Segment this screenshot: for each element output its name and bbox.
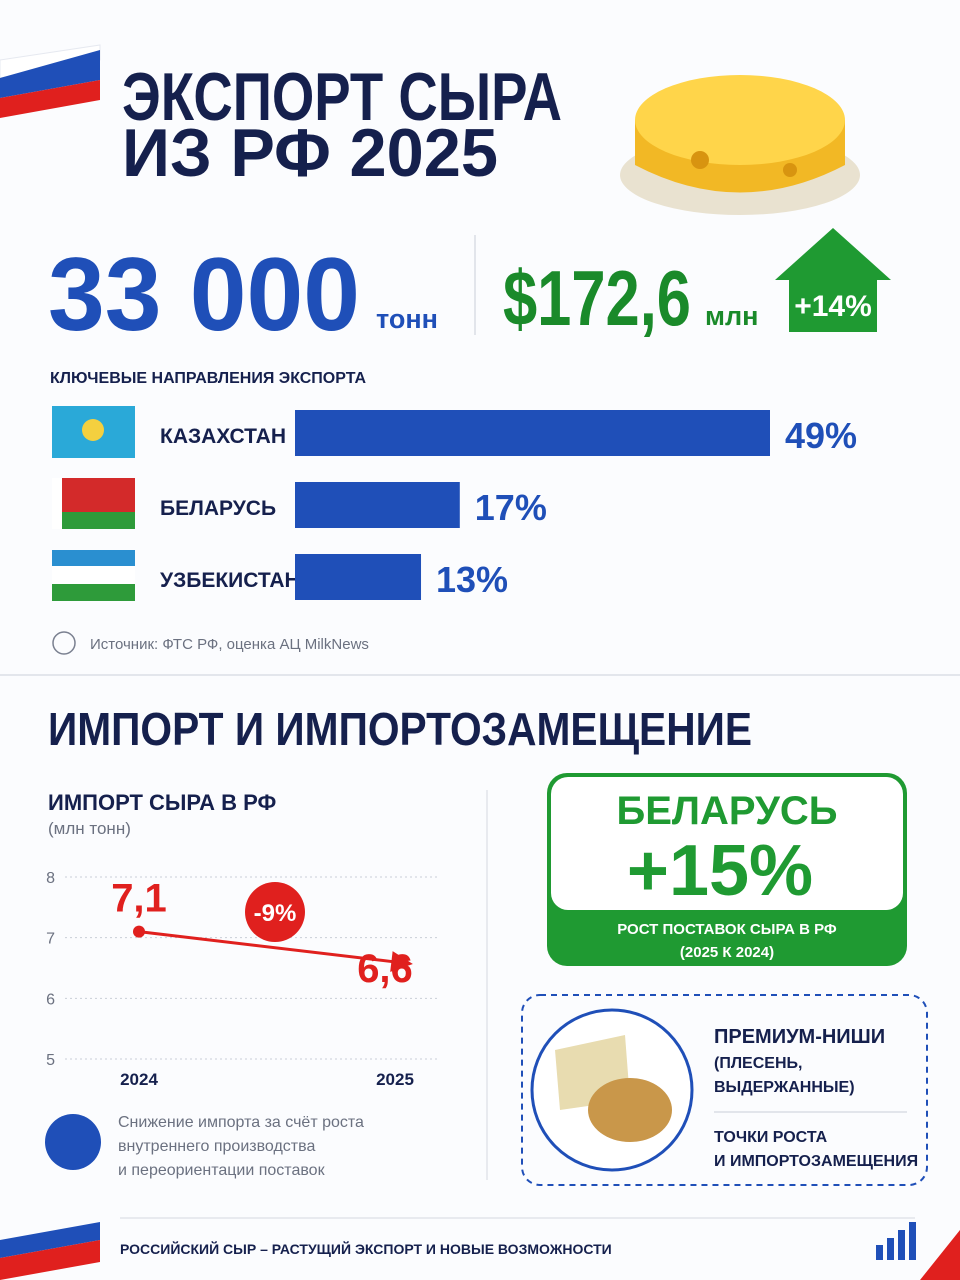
line xyxy=(138,930,396,964)
flag-blue xyxy=(0,50,100,98)
growth-label: +14% xyxy=(794,290,872,323)
annotation: -9% xyxy=(254,900,297,927)
annotation-badge xyxy=(245,882,305,942)
y-tick-label: 6 xyxy=(46,991,55,1008)
arrow-head xyxy=(390,951,413,972)
value-label: 7,1 xyxy=(111,877,167,921)
globe-icon xyxy=(52,631,76,655)
y-tick-label: 7 xyxy=(46,931,55,948)
premium-note: И ИМПОРТОЗАМЕЩЕНИЯ xyxy=(714,1153,918,1170)
point xyxy=(133,925,145,938)
note: внутреннего производства xyxy=(118,1138,315,1155)
value-label: 49% xyxy=(785,415,857,456)
chart-subtitle: (млн тонн) xyxy=(48,819,131,838)
corner xyxy=(920,1230,960,1280)
value-label: 17% xyxy=(475,487,547,528)
flag-red xyxy=(0,80,100,118)
category-label: УЗБЕКИСТАН xyxy=(160,569,300,592)
y-tick-label: 8 xyxy=(46,870,55,887)
note: и переориентации поставок xyxy=(118,1162,326,1179)
source: Источник: ФТС РФ, оценка АЦ MilkNews xyxy=(90,636,369,653)
stat-unit: тонн xyxy=(376,304,438,334)
chart-title: КЛЮЧЕВЫЕ НАПРАВЛЕНИЯ ЭКСПОРТА xyxy=(50,370,366,387)
bar xyxy=(295,554,422,600)
title: ЭКСПОРТ СЫРА xyxy=(122,59,562,135)
belarus-box-inner xyxy=(551,777,903,910)
growth-arrow xyxy=(775,228,891,332)
premium-cheese-image xyxy=(530,1008,694,1172)
section-title: ИМПОРТ И ИМПОРТОЗАМЕЩЕНИЕ xyxy=(48,703,752,755)
value-label: 13% xyxy=(436,559,508,600)
premium-box xyxy=(521,994,928,1186)
value-label: 6,6 xyxy=(357,947,413,991)
bar xyxy=(295,482,460,528)
stat-volume: 33 000 xyxy=(48,237,360,353)
y-tick-label: 5 xyxy=(46,1052,55,1069)
flag-blue xyxy=(0,1222,100,1258)
flags xyxy=(52,406,135,601)
title: ИЗ РФ 2025 xyxy=(122,115,498,191)
category-label: БЕЛАРУСЬ xyxy=(160,497,276,520)
premium-detail: ВЫДЕРЖАННЫЕ) xyxy=(714,1079,855,1096)
category-label: КАЗАХСТАН xyxy=(160,425,286,448)
chart-icon xyxy=(45,1114,101,1170)
flag-red xyxy=(0,1240,100,1280)
stat-value: $172,6 xyxy=(503,254,691,342)
box-title: БЕЛАРУСЬ xyxy=(616,789,837,833)
footer-icon xyxy=(876,1222,916,1260)
x-tick-label: 2024 xyxy=(120,1070,158,1089)
note: Снижение импорта за счёт роста xyxy=(118,1114,364,1131)
footer: РОССИЙСКИЙ СЫР – РАСТУЩИЙ ЭКСПОРТ И НОВЫ… xyxy=(120,1240,612,1257)
box-caption: РОСТ ПОСТАВОК СЫРА В РФ xyxy=(617,921,837,938)
chart-title: ИМПОРТ СЫРА В РФ xyxy=(48,790,277,815)
cheese-image xyxy=(620,75,860,215)
stat-unit: млн xyxy=(705,301,758,331)
x-tick-label: 2025 xyxy=(376,1070,414,1089)
box-caption: (2025 К 2024) xyxy=(680,944,774,961)
premium-detail: (ПЛЕСЕНЬ, xyxy=(714,1055,802,1072)
premium-note: ТОЧКИ РОСТА xyxy=(714,1129,828,1146)
bar xyxy=(295,410,770,456)
premium-title: ПРЕМИУМ-НИШИ xyxy=(714,1026,885,1048)
box-value: +15% xyxy=(627,831,813,911)
